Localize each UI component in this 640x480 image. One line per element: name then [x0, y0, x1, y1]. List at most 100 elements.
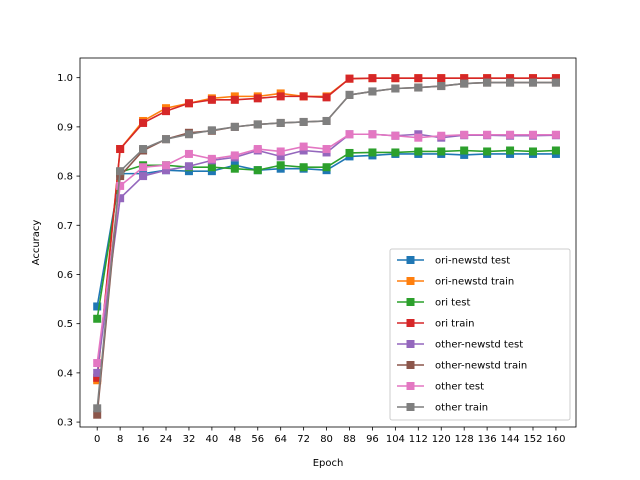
x-tick-label: 96	[366, 434, 379, 445]
x-tick-label: 24	[160, 434, 173, 445]
legend-label: other train	[435, 403, 488, 414]
data-point	[368, 130, 377, 139]
data-point	[299, 142, 308, 151]
y-tick-label: 0.4	[57, 368, 73, 379]
data-point	[207, 126, 216, 135]
x-tick-label: 56	[251, 434, 264, 445]
data-point	[460, 130, 469, 139]
legend: ori-newstd test ori-newstd train ori test o…	[389, 248, 571, 421]
data-point	[528, 74, 537, 83]
data-point	[506, 130, 515, 139]
data-point	[116, 145, 125, 154]
data-point	[116, 181, 125, 190]
y-tick-label: 0.6	[57, 270, 73, 281]
data-point	[437, 131, 446, 140]
data-point	[230, 95, 239, 104]
data-point	[207, 154, 216, 163]
data-point	[276, 161, 285, 170]
data-point	[139, 118, 148, 127]
data-point	[184, 162, 193, 171]
legend-entry: other train	[397, 403, 488, 414]
data-point	[93, 404, 102, 413]
data-point	[184, 149, 193, 158]
data-point	[322, 163, 331, 172]
legend-marker	[406, 382, 415, 390]
y-tick-label: 1.0	[57, 73, 73, 84]
y-tick-label: 0.7	[57, 221, 73, 232]
data-point	[506, 78, 515, 87]
data-point	[368, 87, 377, 96]
data-point	[414, 147, 423, 156]
data-point	[528, 147, 537, 156]
x-tick-label: 120	[432, 434, 451, 445]
axes-frame	[79, 57, 577, 428]
data-point	[299, 117, 308, 126]
legend-marker	[406, 298, 415, 306]
legend-label: ori-newstd test	[435, 256, 510, 267]
legend-entry: ori train	[397, 319, 474, 330]
data-point	[551, 78, 560, 87]
legend-entry: ori-newstd train	[397, 277, 514, 288]
y-tick-label: 0.3	[57, 418, 73, 429]
legend-label: ori-newstd train	[435, 277, 514, 288]
series-ori-train	[93, 74, 560, 382]
data-point	[276, 152, 285, 161]
x-tick-label: 16	[137, 434, 150, 445]
y-tick-label: 0.9	[57, 122, 73, 133]
data-point	[276, 147, 285, 156]
data-point	[116, 194, 125, 203]
legend-entry: ori-newstd test	[397, 256, 510, 267]
data-point	[551, 130, 560, 139]
legend-label: other-newstd train	[435, 361, 527, 372]
x-axis: 0 8 16 24 32 40 48 56 64 72 80 88 96 104 112 120 128 136 1…	[94, 427, 565, 445]
legend-marker	[406, 340, 415, 348]
series-other-test	[93, 130, 560, 368]
data-point	[322, 93, 331, 102]
x-tick-label: 0	[94, 434, 100, 445]
data-point	[230, 122, 239, 131]
y-axis-label: Accuracy	[31, 220, 42, 266]
data-point	[483, 74, 492, 83]
x-tick-label: 32	[183, 434, 196, 445]
x-tick-label: 80	[320, 434, 333, 445]
x-tick-label: 48	[228, 434, 241, 445]
legend-label: ori train	[435, 319, 474, 330]
data-point	[139, 163, 148, 172]
data-point	[460, 146, 469, 155]
data-point	[345, 90, 354, 99]
data-point	[414, 83, 423, 92]
data-point	[483, 147, 492, 156]
data-point	[230, 151, 239, 160]
data-point	[93, 302, 102, 311]
data-point	[322, 145, 331, 154]
legend-label: ori test	[435, 298, 470, 309]
x-tick-label: 128	[455, 434, 474, 445]
data-point	[483, 78, 492, 87]
data-point	[162, 161, 171, 170]
data-point	[253, 120, 262, 129]
data-point	[528, 130, 537, 139]
data-point	[162, 107, 171, 116]
legend-label: other-newstd test	[435, 340, 523, 351]
data-point	[93, 359, 102, 368]
x-tick-label: 8	[117, 434, 123, 445]
data-point	[276, 118, 285, 127]
data-point	[230, 164, 239, 173]
data-point	[437, 74, 446, 83]
plot-lines	[93, 74, 560, 419]
data-point	[391, 74, 400, 83]
data-point	[299, 92, 308, 101]
legend-entry: other-newstd train	[397, 361, 527, 372]
data-point	[368, 74, 377, 83]
x-tick-label: 144	[501, 434, 520, 445]
legend-box	[389, 248, 571, 421]
legend-label: other test	[435, 382, 484, 393]
x-tick-label: 136	[478, 434, 497, 445]
data-point	[460, 74, 469, 83]
data-point	[299, 163, 308, 172]
data-point	[414, 133, 423, 142]
legend-marker	[406, 319, 415, 327]
data-point	[391, 131, 400, 140]
data-point	[253, 145, 262, 154]
